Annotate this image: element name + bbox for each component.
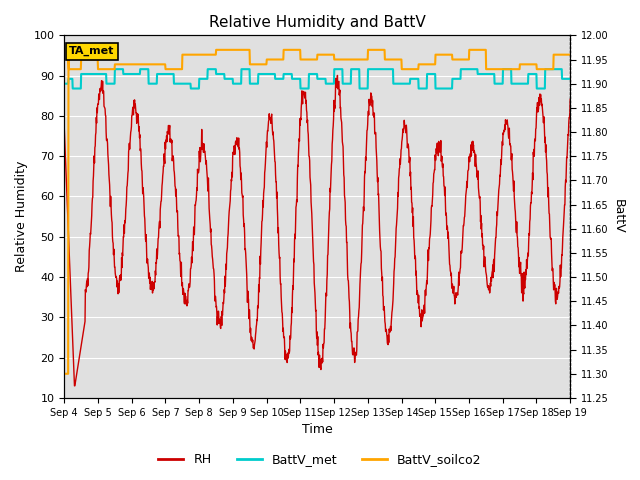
X-axis label: Time: Time xyxy=(302,423,333,436)
Y-axis label: BattV: BattV xyxy=(612,199,625,234)
Title: Relative Humidity and BattV: Relative Humidity and BattV xyxy=(209,15,426,30)
Text: TA_met: TA_met xyxy=(69,46,115,57)
Y-axis label: Relative Humidity: Relative Humidity xyxy=(15,161,28,272)
Legend: RH, BattV_met, BattV_soilco2: RH, BattV_met, BattV_soilco2 xyxy=(154,448,486,471)
